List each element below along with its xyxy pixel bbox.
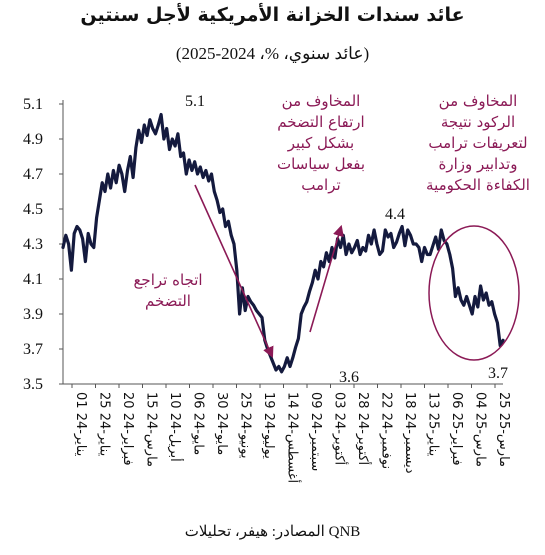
annotation-text: بفعل سياسات [277,155,365,173]
y-tick-label: 3.7 [23,341,43,358]
annotation-text: وتدابير وزارة [439,155,518,173]
data-label: 5.1 [185,93,205,110]
x-tick-label: 22 نوفمبر-24 [379,392,394,469]
x-tick-label: 15 مارس-24 [144,392,159,467]
y-tick-label: 4.1 [23,271,43,288]
x-tick-label: 03 أكتوبر-24 [332,392,349,465]
x-tick-label: 06 مايو-24 [191,392,206,455]
x-tick-label: 25 مارس-25 [496,392,511,467]
annotation-text: المخاوف من [282,92,361,110]
rising-trend-arrow [309,224,344,333]
x-tick-label: 01 يناير-24 [73,392,88,457]
highlight-ellipse [428,225,520,361]
x-tick-label: 28 أكتوبر-24 [355,392,372,465]
y-tick-label: 4.7 [23,166,43,183]
annotation-text: التضخم [145,292,191,310]
x-tick-label: 20 فبراير-24 [120,392,135,466]
x-tick-label: 19 يوليو-24 [261,392,276,459]
x-tick-label: 30 مايو-24 [214,392,229,455]
falling-trend-arrow [194,184,274,359]
annotation-text: الركود نتيجة [441,113,515,131]
x-tick-label: 06 فبراير-25 [449,392,464,466]
x-tick-label: 14 أغسطس-24 [285,392,302,483]
annotation-text: لتعريفات ترامب [428,134,527,152]
annotation-text: الكفاءة الحكومية [426,176,530,194]
annotation-text: المخاوف من [439,92,518,110]
x-tick-label: 25 يناير-24 [97,392,112,457]
yield-series-line [61,112,505,374]
y-tick-label: 4.3 [23,236,43,253]
x-tick-label: 10 أبريل-24 [167,392,184,462]
data-label: 3.6 [339,369,359,386]
x-tick-label: 13 يناير-25 [426,392,441,457]
data-label: 4.4 [385,206,405,223]
chart-title: عائد سندات الخزانة الأمريكية لأجل سنتين [80,4,465,26]
y-tick-label: 4.9 [23,131,43,148]
annotation-text: بشكل كبير [287,134,354,152]
annotation-text: اتجاه تراجع [133,271,202,289]
y-tick-label: 3.9 [23,306,43,323]
annotation-text: ارتفاع التضخم [277,113,364,131]
chart-subtitle: (عائد سنوي، %، 2024-2025) [175,44,370,63]
x-tick-label: 25 يونيو-24 [238,392,253,459]
x-tick-label: 04 مارس-25 [473,392,488,467]
y-tick-label: 5.1 [23,96,43,113]
x-tick-label: 18 ديسمبر-24 [402,392,417,474]
y-tick-label: 4.5 [23,201,43,218]
source-note: المصادر: هيفر، تحليلات QNB [184,524,361,540]
x-tick-label: 09 سبتمبر-24 [308,392,323,471]
annotation-text: ترامب [301,176,340,194]
y-tick-label: 3.5 [23,376,43,393]
data-label: 3.7 [488,365,508,382]
